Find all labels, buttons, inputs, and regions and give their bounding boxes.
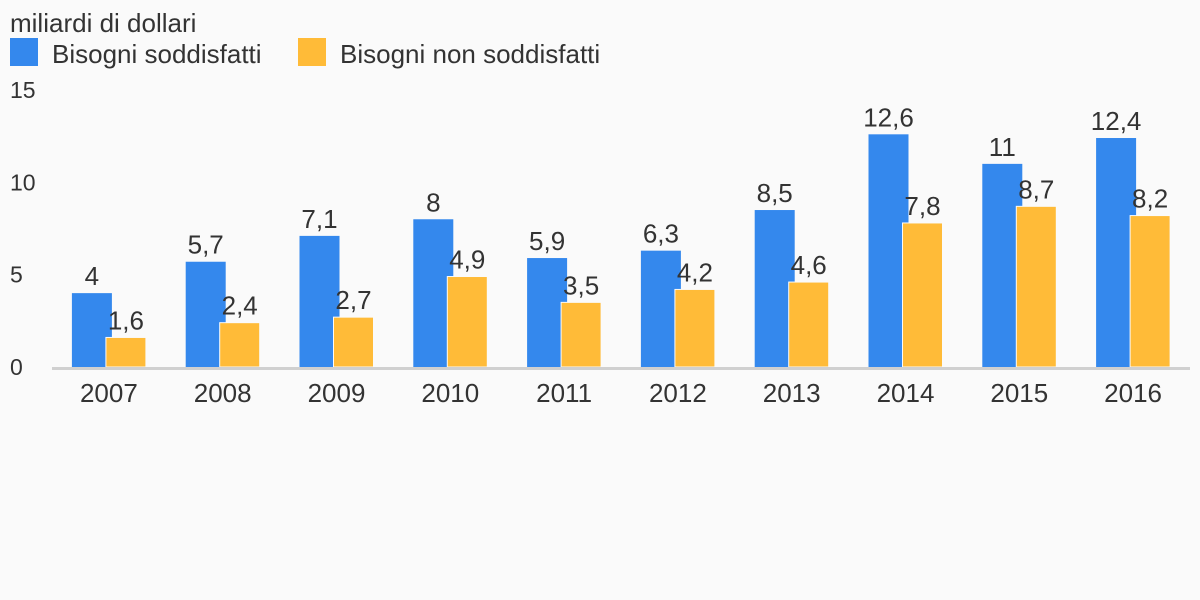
value-label-bisogni-non-soddisfatti-2015: 8,7 — [1018, 174, 1054, 204]
bar-bisogni-soddisfatti-2007 — [71, 293, 112, 367]
bar-bisogni-non-soddisfatti-2012 — [674, 288, 716, 368]
x-axis: 2007 2008 2009 2010 2011 2012 2013 2014 2015 2016 — [80, 378, 1162, 408]
x-tick-label: 2008 — [194, 378, 252, 408]
bar-bisogni-soddisfatti-2009 — [299, 235, 340, 367]
value-label-bisogni-non-soddisfatti-2008: 2,4 — [222, 291, 258, 321]
x-tick-label: 2010 — [421, 378, 479, 408]
bar-bisogni-non-soddisfatti-2014 — [902, 222, 943, 368]
value-label-bisogni-non-soddisfatti-2007: 1,6 — [108, 305, 144, 335]
bar-bisogni-non-soddisfatti-2013 — [788, 281, 830, 368]
bar-bisogni-non-soddisfatti-2009 — [333, 316, 374, 368]
bar-bisogni-non-soddisfatti-2015 — [1015, 205, 1057, 368]
x-tick-label: 2014 — [877, 378, 935, 408]
value-label-bisogni-soddisfatti-2012: 6,3 — [643, 219, 679, 249]
value-label-bisogni-soddisfatti-2013: 8,5 — [757, 178, 793, 208]
x-tick-label: 2009 — [308, 378, 366, 408]
bar-bisogni-non-soddisfatti-2016 — [1129, 215, 1171, 368]
bar-bisogni-soddisfatti-2013 — [754, 210, 795, 367]
bars — [71, 134, 1171, 368]
value-label-bisogni-soddisfatti-2009: 7,1 — [301, 204, 337, 234]
y-tick-label: 10 — [10, 169, 36, 195]
y-axis: 0 5 10 15 — [10, 77, 36, 380]
x-tick-label: 2015 — [990, 378, 1048, 408]
bar-bisogni-non-soddisfatti-2010 — [446, 276, 488, 368]
value-label-bisogni-soddisfatti-2011: 5,9 — [529, 226, 565, 256]
x-tick-label: 2007 — [80, 378, 138, 408]
bar-bisogni-soddisfatti-2014 — [868, 134, 909, 367]
bar-bisogni-soddisfatti-2010 — [413, 219, 454, 367]
bar-bisogni-non-soddisfatti-2008 — [219, 322, 261, 368]
legend: Bisogni soddisfatti Bisogni non soddisfa… — [10, 38, 600, 69]
bar-bisogni-non-soddisfatti-2007 — [105, 336, 147, 368]
x-tick-label: 2013 — [763, 378, 821, 408]
x-tick-label: 2011 — [536, 378, 592, 408]
value-label-bisogni-soddisfatti-2010: 8 — [426, 187, 440, 217]
bar-bisogni-soddisfatti-2012 — [640, 250, 681, 367]
y-tick-label: 15 — [10, 77, 36, 103]
bar-bisogni-soddisfatti-2008 — [185, 261, 226, 367]
value-label-bisogni-non-soddisfatti-2016: 8,2 — [1132, 184, 1168, 214]
x-tick-label: 2016 — [1104, 378, 1162, 408]
unit-label: miliardi di dollari — [10, 8, 196, 38]
legend-swatch-bisogni-soddisfatti — [10, 38, 38, 66]
bar-bisogni-non-soddisfatti-2011 — [560, 301, 602, 368]
legend-label-bisogni-non-soddisfatti: Bisogni non soddisfatti — [340, 39, 600, 69]
value-label-bisogni-non-soddisfatti-2009: 2,7 — [335, 285, 371, 315]
value-label-bisogni-soddisfatti-2014: 12,6 — [863, 102, 914, 132]
value-label-bisogni-non-soddisfatti-2013: 4,6 — [791, 250, 827, 280]
value-label-bisogni-soddisfatti-2016: 12,4 — [1091, 106, 1142, 136]
value-labels: 4 1,6 5,7 2,4 7,1 2,7 8 4,9 5,9 3,5 6,3 4,2 8,5 4,6 12… — [85, 102, 1169, 335]
bar-bisogni-soddisfatti-2015 — [982, 163, 1023, 367]
value-label-bisogni-soddisfatti-2007: 4 — [85, 261, 99, 291]
value-label-bisogni-non-soddisfatti-2012: 4,2 — [677, 257, 713, 287]
value-label-bisogni-non-soddisfatti-2010: 4,9 — [449, 245, 485, 275]
y-tick-label: 0 — [10, 354, 23, 380]
value-label-bisogni-non-soddisfatti-2011: 3,5 — [563, 270, 599, 300]
bar-bisogni-soddisfatti-2016 — [1096, 138, 1137, 367]
y-tick-label: 5 — [10, 262, 23, 288]
legend-label-bisogni-soddisfatti: Bisogni soddisfatti — [52, 39, 262, 69]
value-label-bisogni-non-soddisfatti-2014: 7,8 — [904, 191, 940, 221]
x-tick-label: 2012 — [649, 378, 707, 408]
value-label-bisogni-soddisfatti-2008: 5,7 — [188, 230, 224, 260]
legend-swatch-bisogni-non-soddisfatti — [298, 38, 326, 66]
value-label-bisogni-soddisfatti-2015: 11 — [989, 132, 1016, 162]
bar-bisogni-soddisfatti-2011 — [527, 258, 568, 367]
